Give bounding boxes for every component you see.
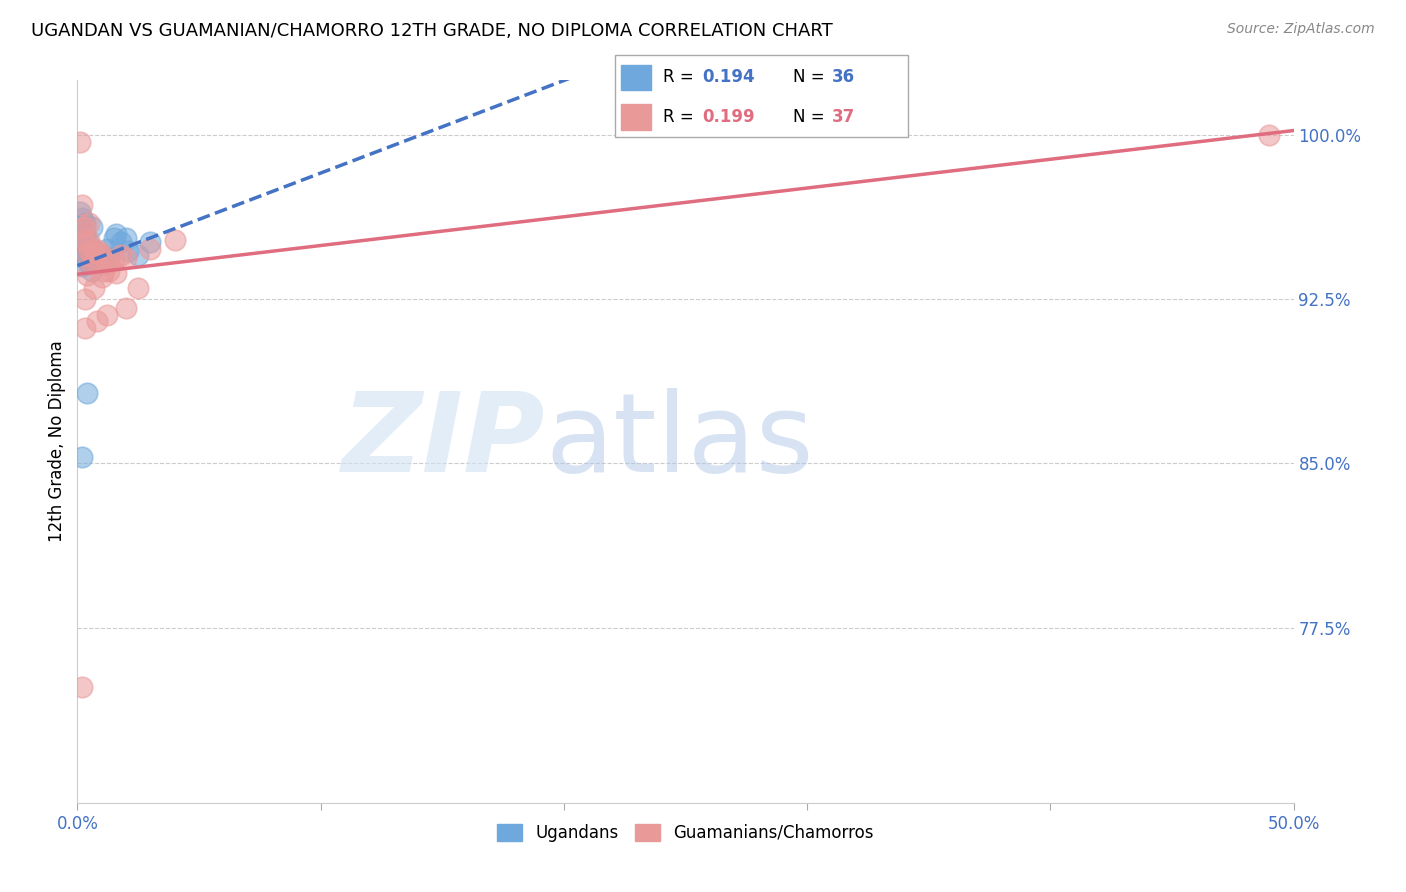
Point: [103, 252, 125, 267]
Point: [89, 255, 111, 269]
Point: [83, 244, 105, 258]
Point: [80, 219, 103, 234]
Point: [69, 233, 91, 247]
Text: R =: R =: [664, 69, 699, 87]
Point: [73, 219, 96, 234]
Point: [76, 248, 98, 262]
Point: [79, 248, 101, 262]
Point: [79, 257, 101, 271]
Point: [105, 227, 128, 241]
Point: [115, 231, 138, 245]
Point: [127, 281, 149, 295]
Point: [70, 260, 93, 274]
FancyBboxPatch shape: [614, 55, 908, 136]
Point: [73, 251, 96, 265]
Point: [96, 308, 118, 322]
Point: [80, 257, 103, 271]
Text: 37: 37: [832, 108, 855, 126]
Legend: Ugandans, Guamanians/Chamorros: Ugandans, Guamanians/Chamorros: [491, 817, 880, 848]
Point: [76, 252, 98, 267]
Point: [76, 237, 98, 252]
Point: [70, 219, 93, 234]
Point: [86, 246, 108, 260]
Point: [86, 314, 108, 328]
Point: [79, 244, 101, 258]
Point: [110, 248, 132, 262]
Point: [110, 235, 132, 250]
Text: UGANDAN VS GUAMANIAN/CHAMORRO 12TH GRADE, NO DIPLOMA CORRELATION CHART: UGANDAN VS GUAMANIAN/CHAMORRO 12TH GRADE…: [31, 22, 832, 40]
Point: [90, 248, 112, 262]
Point: [83, 252, 105, 267]
Text: N =: N =: [793, 108, 830, 126]
Point: [70, 680, 93, 694]
Point: [83, 242, 105, 256]
Text: 36: 36: [832, 69, 855, 87]
Point: [73, 320, 96, 334]
Point: [93, 264, 115, 278]
Point: [89, 244, 111, 258]
Point: [115, 251, 138, 265]
Point: [127, 248, 149, 262]
Point: [70, 198, 93, 212]
Point: [93, 255, 115, 269]
Text: 0.199: 0.199: [703, 108, 755, 126]
Point: [117, 244, 139, 258]
Text: R =: R =: [664, 108, 699, 126]
Point: [76, 386, 98, 401]
Point: [1258, 128, 1281, 142]
Point: [115, 301, 138, 315]
Point: [103, 231, 125, 245]
Text: ZIP: ZIP: [342, 388, 546, 495]
Point: [80, 255, 103, 269]
Point: [73, 233, 96, 247]
Point: [90, 257, 112, 271]
Point: [79, 237, 101, 252]
Point: [70, 211, 93, 226]
Point: [73, 227, 96, 241]
Point: [86, 251, 108, 265]
Point: [69, 135, 91, 149]
Point: [90, 248, 112, 262]
Text: Source: ZipAtlas.com: Source: ZipAtlas.com: [1227, 22, 1375, 37]
Point: [139, 235, 162, 250]
Point: [76, 268, 98, 282]
Point: [80, 264, 103, 278]
Point: [90, 270, 112, 285]
FancyBboxPatch shape: [620, 104, 651, 130]
Point: [97, 264, 120, 278]
Point: [83, 281, 105, 295]
Point: [96, 257, 118, 271]
Point: [79, 233, 101, 247]
Point: [163, 233, 186, 247]
Point: [73, 242, 96, 256]
Point: [80, 246, 103, 260]
Point: [76, 244, 98, 258]
Text: N =: N =: [793, 69, 830, 87]
Point: [70, 450, 93, 464]
Point: [73, 292, 96, 306]
Point: [97, 251, 120, 265]
Point: [79, 216, 101, 230]
Text: 0.194: 0.194: [703, 69, 755, 87]
Y-axis label: 12th Grade, No Diploma: 12th Grade, No Diploma: [48, 341, 66, 542]
FancyBboxPatch shape: [620, 64, 651, 90]
Point: [96, 242, 118, 256]
Point: [139, 242, 162, 256]
Point: [69, 204, 91, 219]
Point: [86, 255, 108, 269]
Point: [80, 246, 103, 260]
Point: [105, 266, 128, 280]
Point: [73, 216, 96, 230]
Point: [69, 219, 91, 234]
Text: atlas: atlas: [546, 388, 814, 495]
